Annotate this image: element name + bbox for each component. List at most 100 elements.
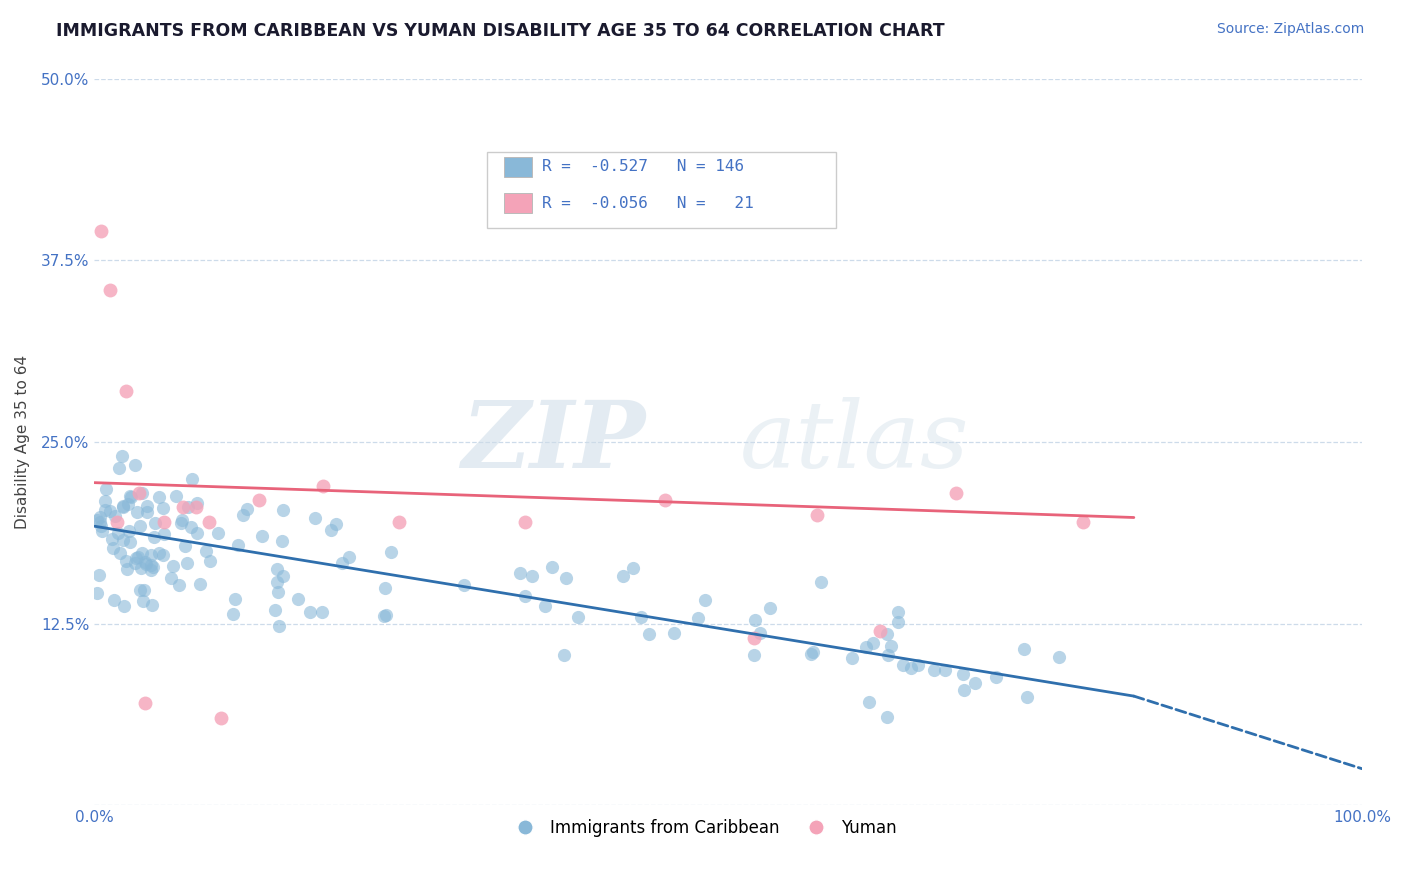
- Point: [638, 627, 661, 641]
- Point: [135, 558, 157, 572]
- Point: [176, 556, 198, 570]
- Point: [152, 500, 174, 515]
- Y-axis label: Disability Age 35 to 64: Disability Age 35 to 64: [15, 355, 30, 529]
- Point: [266, 562, 288, 576]
- Point: [373, 609, 395, 624]
- Text: Source: ZipAtlas.com: Source: ZipAtlas.com: [1216, 22, 1364, 37]
- Point: [226, 538, 249, 552]
- Point: [170, 516, 193, 530]
- Point: [311, 478, 333, 492]
- Text: IMMIGRANTS FROM CARIBBEAN VS YUMAN DISABILITY AGE 35 TO 64 CORRELATION CHART: IMMIGRANTS FROM CARIBBEAN VS YUMAN DISAB…: [56, 22, 945, 40]
- Point: [841, 651, 863, 665]
- Point: [806, 508, 828, 522]
- Point: [662, 626, 685, 640]
- Point: [112, 499, 135, 513]
- Point: [101, 541, 124, 555]
- Point: [247, 493, 270, 508]
- Point: [86, 586, 108, 600]
- Point: [197, 515, 219, 529]
- Point: [534, 599, 557, 613]
- Point: [1047, 650, 1070, 665]
- Point: [90, 524, 112, 538]
- Point: [513, 589, 536, 603]
- Point: [952, 667, 974, 681]
- Point: [299, 605, 322, 619]
- Point: [124, 556, 146, 570]
- Point: [800, 647, 823, 661]
- Point: [132, 582, 155, 597]
- Point: [184, 500, 207, 515]
- Point: [167, 578, 190, 592]
- Point: [232, 508, 254, 523]
- Point: [319, 523, 342, 537]
- Point: [744, 648, 766, 662]
- Point: [180, 520, 202, 534]
- Point: [143, 530, 166, 544]
- Point: [188, 577, 211, 591]
- Point: [139, 563, 162, 577]
- Point: [172, 500, 194, 515]
- Text: R =  -0.056   N =   21: R = -0.056 N = 21: [541, 195, 754, 211]
- Point: [141, 598, 163, 612]
- Point: [207, 526, 229, 541]
- Point: [330, 556, 353, 570]
- Point: [612, 568, 634, 582]
- Point: [759, 601, 782, 615]
- FancyBboxPatch shape: [503, 193, 531, 213]
- Point: [115, 562, 138, 576]
- Point: [380, 545, 402, 559]
- Point: [374, 581, 396, 595]
- Point: [567, 609, 589, 624]
- Point: [508, 566, 530, 580]
- Point: [136, 500, 159, 514]
- Point: [953, 682, 976, 697]
- Point: [695, 593, 717, 607]
- Point: [271, 569, 294, 583]
- Point: [236, 501, 259, 516]
- Point: [267, 585, 290, 599]
- Point: [337, 549, 360, 564]
- Point: [111, 500, 134, 514]
- Point: [810, 574, 832, 589]
- Point: [101, 532, 124, 546]
- Point: [165, 489, 187, 503]
- Point: [922, 663, 945, 677]
- Point: [742, 631, 765, 645]
- Point: [153, 527, 176, 541]
- Point: [115, 554, 138, 568]
- Point: [855, 640, 877, 654]
- Point: [110, 546, 132, 560]
- Point: [104, 508, 127, 523]
- Point: [250, 529, 273, 543]
- Point: [134, 697, 156, 711]
- Point: [520, 569, 543, 583]
- Point: [152, 548, 174, 562]
- Point: [136, 505, 159, 519]
- Point: [112, 599, 135, 613]
- Point: [963, 676, 986, 690]
- FancyBboxPatch shape: [488, 152, 837, 227]
- Point: [388, 515, 411, 529]
- Point: [129, 560, 152, 574]
- Point: [108, 461, 131, 475]
- Point: [90, 224, 112, 238]
- Point: [1017, 690, 1039, 705]
- Point: [94, 482, 117, 496]
- Point: [266, 574, 288, 589]
- Point: [304, 511, 326, 525]
- Point: [131, 485, 153, 500]
- Point: [222, 607, 245, 621]
- Point: [162, 558, 184, 573]
- Point: [1014, 641, 1036, 656]
- Point: [139, 548, 162, 562]
- Text: atlas: atlas: [740, 397, 970, 487]
- Point: [749, 625, 772, 640]
- Point: [115, 384, 138, 399]
- Point: [900, 660, 922, 674]
- Point: [117, 497, 139, 511]
- Point: [654, 493, 676, 508]
- Point: [1071, 515, 1094, 529]
- Point: [984, 670, 1007, 684]
- Point: [907, 658, 929, 673]
- Point: [131, 546, 153, 560]
